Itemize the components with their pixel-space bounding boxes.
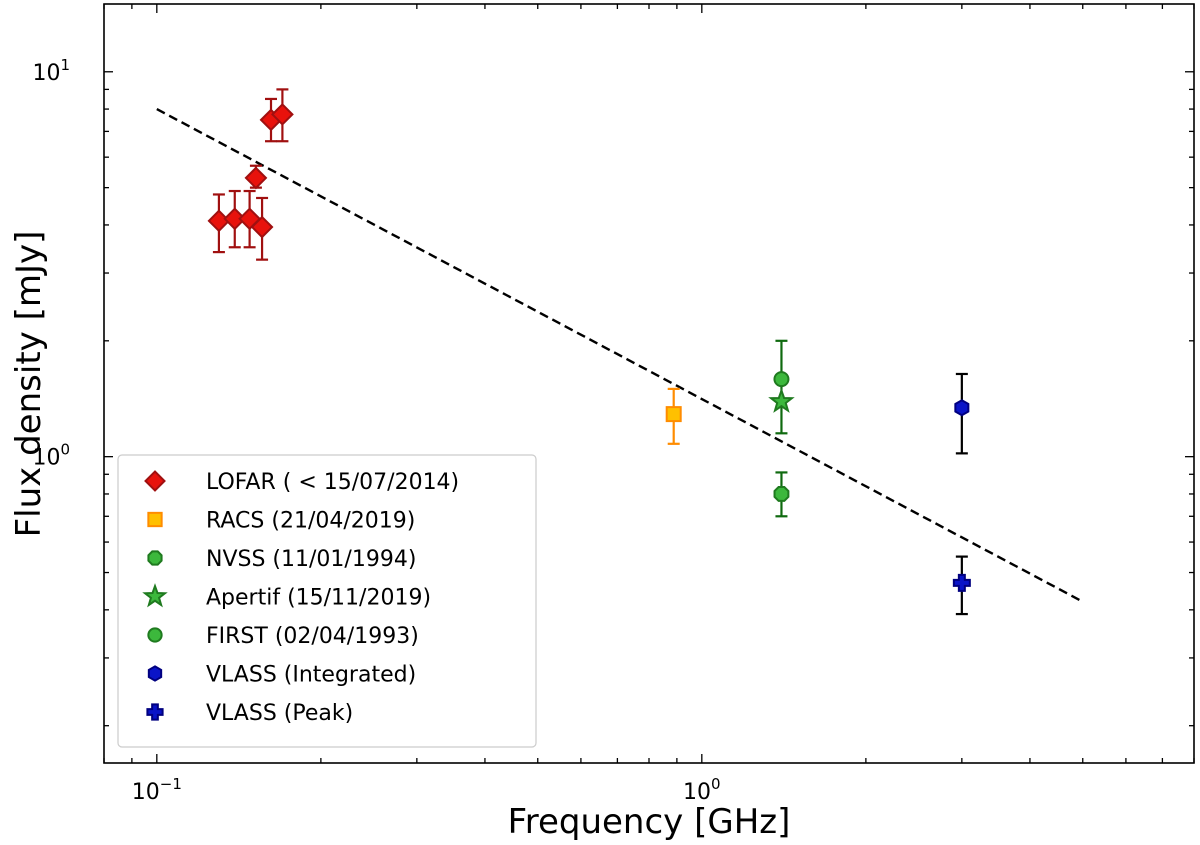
legend-label: RACS (21/04/2019) — [206, 509, 415, 534]
data-point-shape — [665, 406, 682, 423]
legend-label: Apertif (15/11/2019) — [206, 586, 431, 611]
data-point-shape — [952, 573, 971, 592]
data-point — [250, 215, 274, 239]
legend-label: FIRST (02/04/1993) — [206, 624, 419, 649]
x-axis-title: Frequency [GHz] — [508, 802, 791, 842]
legend-label: VLASS (Peak) — [206, 701, 353, 726]
data-point — [665, 406, 682, 423]
data-point-shape — [270, 102, 294, 126]
x-tick-labels: 10−1 100 — [132, 775, 721, 805]
y-tick-labels: 100 101 — [32, 56, 70, 471]
legend-label: NVSS (11/01/1994) — [206, 547, 416, 572]
legend-marker — [147, 550, 163, 566]
data-point — [768, 387, 795, 413]
legend-label: VLASS (Integrated) — [206, 663, 416, 688]
legend-marker-shape — [147, 665, 163, 682]
legend-box — [117, 454, 537, 748]
y-tick-label: 100 — [32, 441, 70, 471]
x-tick-label: 10−1 — [132, 775, 182, 805]
legend-marker — [144, 470, 166, 492]
data-point — [270, 102, 294, 126]
legend-marker-shape — [144, 470, 166, 492]
legend-marker — [146, 703, 164, 721]
legend-marker-shape — [147, 511, 163, 528]
legend-marker — [147, 665, 163, 682]
data-point — [773, 371, 790, 388]
fit-line — [156, 108, 1084, 603]
data-point-shape — [768, 387, 795, 413]
y-tick-label: 101 — [32, 56, 70, 86]
data-point — [244, 166, 268, 190]
power-law-fit — [156, 108, 1084, 603]
series-vlass — [952, 555, 971, 616]
legend: LOFAR ( < 15/07/2014) RACS (21/04/2019) NV… — [117, 454, 537, 748]
data-point-shape — [244, 166, 268, 190]
series-first — [773, 371, 790, 388]
data-point-shape — [223, 207, 247, 231]
data-point — [952, 573, 971, 592]
data-points — [207, 88, 971, 616]
y-axis-title: Flux density [mJy] — [9, 231, 49, 538]
series-nvss — [773, 471, 790, 518]
data-point-shape — [773, 486, 790, 502]
legend-marker-shape — [147, 550, 163, 566]
x-tick-label: 100 — [683, 775, 721, 805]
plot-frame — [103, 3, 1195, 764]
legend-marker-shape — [142, 583, 168, 608]
data-point-shape — [773, 371, 790, 388]
legend-marker — [147, 627, 163, 643]
data-point — [954, 399, 970, 417]
series-vlass — [954, 372, 970, 455]
series-racs — [665, 387, 682, 445]
legend-marker — [142, 583, 168, 608]
data-point-shape — [207, 209, 231, 233]
data-point-shape — [954, 399, 970, 417]
legend-marker-shape — [147, 627, 163, 643]
legend-marker — [147, 511, 163, 528]
axis-ticks — [103, 4, 1195, 763]
legend-marker-shape — [146, 703, 164, 721]
data-point — [773, 486, 790, 502]
series-lofar — [207, 88, 294, 261]
legend-label: LOFAR ( < 15/07/2014) — [206, 470, 459, 495]
data-point — [207, 209, 231, 233]
data-point-shape — [250, 215, 274, 239]
data-point — [223, 207, 247, 231]
